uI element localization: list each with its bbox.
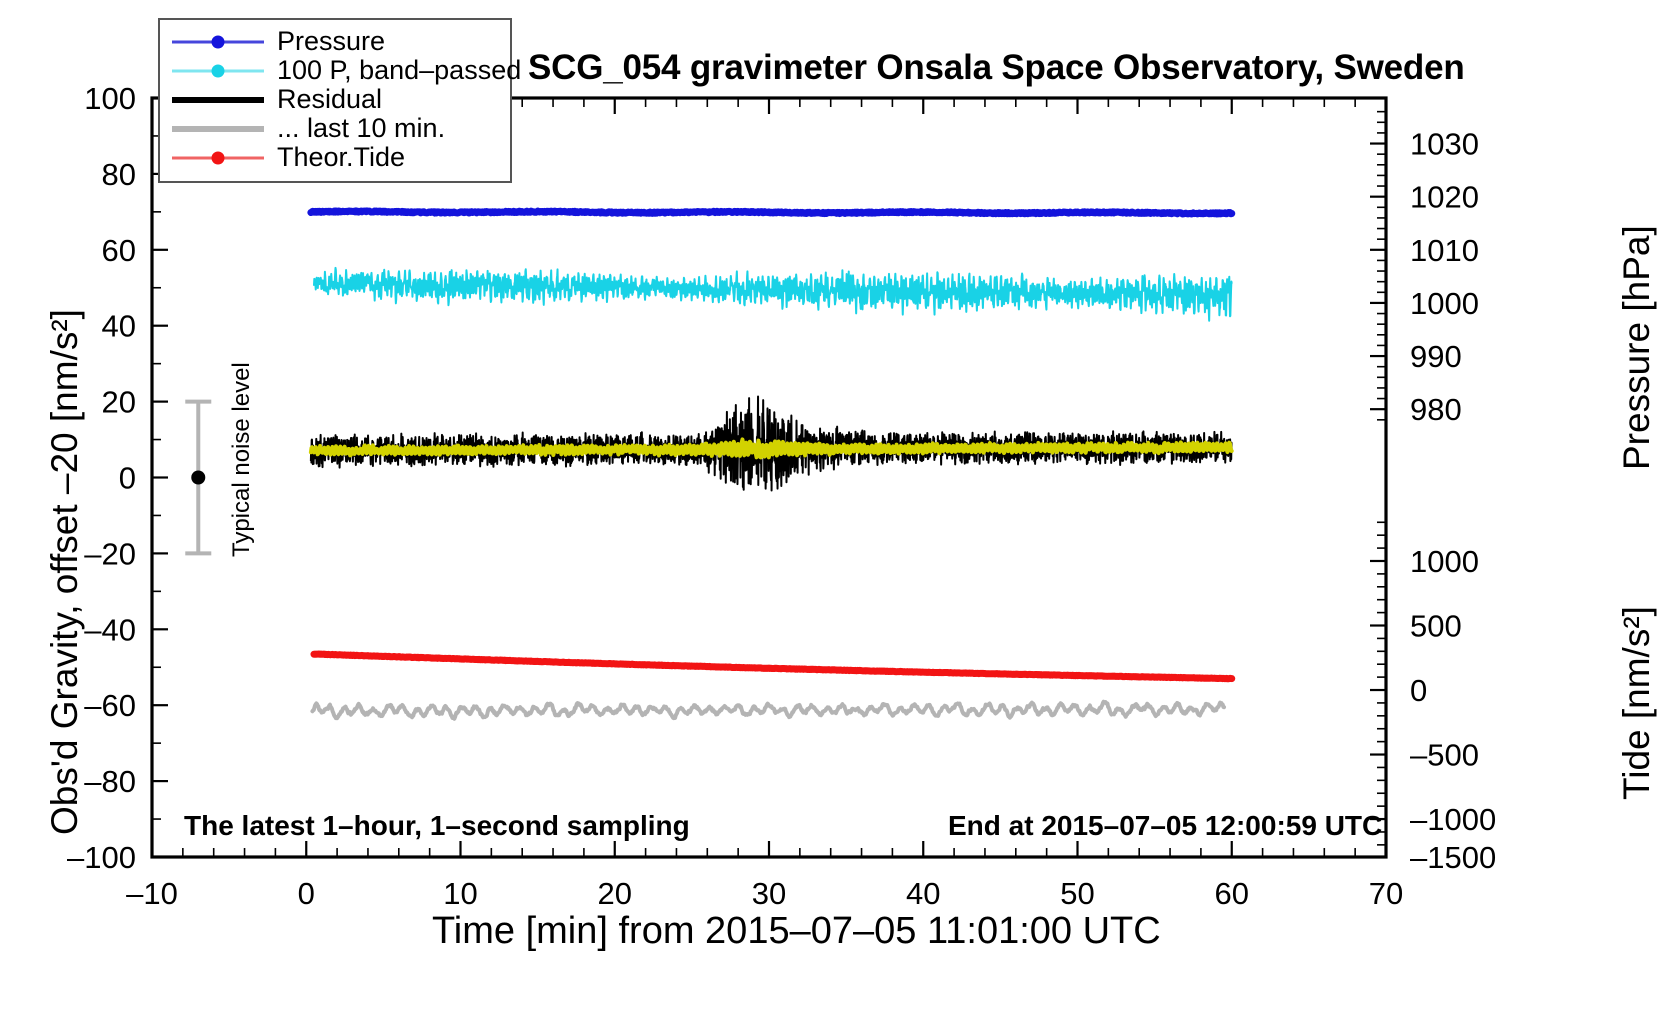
legend-label-bandpassed: 100 P, band–passed bbox=[277, 55, 522, 85]
tide-tick-label: 1000 bbox=[1410, 544, 1479, 579]
legend-swatch-theortide bbox=[172, 148, 264, 168]
y-tick-label: 80 bbox=[102, 157, 136, 192]
series-last-10-min bbox=[310, 699, 1227, 721]
y-tick-label: –20 bbox=[84, 536, 136, 571]
legend-swatch-last10min bbox=[172, 119, 264, 139]
pressure-tick-label: 1000 bbox=[1410, 286, 1479, 321]
y-axis-title-left: Obs'd Gravity, offset –20 [nm/s²] bbox=[44, 309, 85, 835]
y-tick-label: 100 bbox=[84, 81, 136, 116]
annotation-end-time: End at 2015–07–05 12:00:59 UTC bbox=[948, 810, 1383, 841]
pressure-tick-label: 980 bbox=[1410, 392, 1462, 427]
x-tick-label: 70 bbox=[1369, 876, 1403, 911]
legend-item-pressure[interactable]: Pressure bbox=[172, 26, 496, 56]
legend-label-residual: Residual bbox=[277, 84, 383, 114]
pressure-tick-label: 1020 bbox=[1410, 180, 1479, 215]
legend-label-pressure: Pressure bbox=[277, 26, 386, 56]
series-pressure bbox=[307, 207, 1236, 218]
pressure-tick-label: 1030 bbox=[1410, 127, 1479, 162]
tide-tick-label: –1000 bbox=[1410, 802, 1496, 837]
y-tick-label: –60 bbox=[84, 688, 136, 723]
legend: Pressure 100 P, band–passed Residual ...… bbox=[158, 18, 521, 183]
noise-level-label: Typical noise level bbox=[228, 362, 255, 558]
x-tick-label: 20 bbox=[598, 876, 632, 911]
noise-level-errorbar bbox=[185, 399, 212, 556]
x-tick-label: 10 bbox=[443, 876, 477, 911]
y-tick-label: 40 bbox=[102, 309, 136, 344]
x-tick-label: 40 bbox=[906, 876, 940, 911]
legend-label-last10min: ... last 10 min. bbox=[277, 113, 446, 143]
y-axis-title-pressure: Pressure [hPa] bbox=[1616, 225, 1657, 470]
legend-swatch-bandpassed bbox=[172, 61, 264, 81]
legend-item-theortide[interactable]: Theor.Tide bbox=[172, 142, 496, 172]
y-tick-label: 20 bbox=[102, 385, 136, 420]
tide-tick-label: 500 bbox=[1410, 609, 1462, 644]
x-tick-label: 0 bbox=[298, 876, 315, 911]
y-tick-label: –40 bbox=[84, 612, 136, 647]
y-axis-title-tide: Tide [nm/s²] bbox=[1616, 606, 1657, 800]
legend-item-residual[interactable]: Residual bbox=[172, 84, 496, 114]
pressure-tick-label: 990 bbox=[1410, 339, 1462, 374]
legend-label-theortide: Theor.Tide bbox=[277, 142, 406, 172]
y-tick-label: –100 bbox=[67, 840, 136, 875]
series-residual-smoothed bbox=[308, 437, 1234, 460]
page-title: SCG_054 gravimeter Onsala Space Observat… bbox=[528, 48, 1465, 87]
x-tick-label: 30 bbox=[752, 876, 786, 911]
tide-tick-label: –1500 bbox=[1410, 840, 1496, 875]
y-tick-label: –80 bbox=[84, 764, 136, 799]
legend-item-last10min[interactable]: ... last 10 min. bbox=[172, 113, 496, 143]
legend-item-bandpassed[interactable]: 100 P, band–passed bbox=[172, 55, 521, 85]
legend-swatch-residual bbox=[172, 90, 264, 110]
x-tick-label: 60 bbox=[1215, 876, 1249, 911]
tide-tick-label: –500 bbox=[1410, 738, 1479, 773]
pressure-tick-label: 1010 bbox=[1410, 233, 1479, 268]
x-tick-label: 50 bbox=[1060, 876, 1094, 911]
y-tick-label: 60 bbox=[102, 233, 136, 268]
y-tick-label: 0 bbox=[119, 461, 136, 496]
annotation-sampling: The latest 1–hour, 1–second sampling bbox=[184, 810, 690, 841]
series-theor-tide bbox=[310, 650, 1236, 683]
series-bandpassed bbox=[312, 266, 1233, 322]
legend-swatch-pressure bbox=[172, 32, 264, 52]
tide-tick-label: 0 bbox=[1410, 673, 1427, 708]
x-tick-label: –10 bbox=[126, 876, 178, 911]
x-axis-title: Time [min] from 2015–07–05 11:01:00 UTC bbox=[432, 910, 1161, 952]
